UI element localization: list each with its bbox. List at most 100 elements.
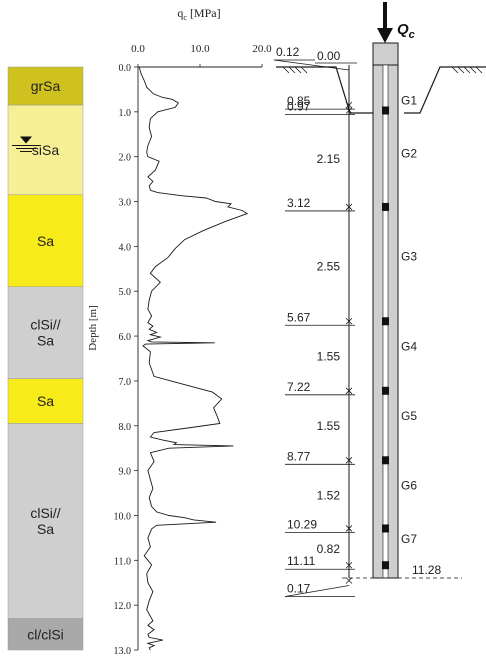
y-tick-label: 4.0 [119, 242, 132, 253]
gauge-label: G4 [401, 339, 417, 353]
dimension-tick [345, 525, 353, 532]
x-axis-label-sub: c [183, 13, 187, 22]
load-arrow [377, 2, 393, 43]
gauge-label: G1 [401, 94, 417, 108]
depth-label: 10.29 [287, 517, 317, 531]
dimension-tick [345, 561, 353, 569]
x-axis-label-unit: [MPa] [187, 6, 221, 20]
head-level-label: 0.00 [317, 49, 341, 63]
y-tick-label: 3.0 [119, 198, 132, 209]
y-tick-label: 9.0 [119, 467, 132, 478]
depth-label: 0.97 [287, 100, 311, 114]
depth-label: 0.12 [276, 45, 300, 59]
segment-length-labels: 2.15 2.55 1.55 1.55 1.52 0.82 [317, 152, 341, 556]
soil-layer [7, 618, 84, 651]
y-tick-label: 2.0 [119, 153, 132, 164]
y-tick-label: 7.0 [119, 377, 132, 388]
pile-cap [372, 42, 399, 66]
depth-label: 3.12 [287, 196, 311, 210]
dimension-tick [345, 107, 353, 114]
y-tick-label: 5.0 [119, 287, 132, 298]
segment-length-label: 2.15 [317, 152, 341, 166]
soil-layer [7, 423, 84, 619]
segment-length-label: 1.52 [317, 488, 341, 502]
dimension-tick [345, 317, 353, 325]
dimension-tick [345, 101, 353, 109]
soil-layer [7, 286, 84, 379]
soil-layer [7, 194, 84, 287]
soil-layer-label: Sa [37, 333, 54, 349]
depth-label: 11.11 [287, 554, 316, 568]
soil-layer [7, 104, 84, 196]
segment-length-label: 1.55 [317, 349, 341, 363]
x-axis-label: qc [MPa] [177, 6, 220, 22]
gauge-labels: G1 G2 G3 G4 G5 G6 G7 [401, 94, 417, 547]
segment-length-label: 0.82 [317, 542, 341, 556]
gauge-label: G5 [401, 409, 417, 423]
gauge-marks [382, 106, 389, 570]
water-table-icon [20, 136, 32, 144]
dimension-tick [345, 387, 353, 395]
soil-layer-label: cl/clSi [27, 626, 64, 642]
x-tick-label: 0.0 [131, 43, 145, 55]
gauge-label: G7 [401, 532, 417, 546]
depth-leader [284, 585, 350, 597]
load-label-main: Q [397, 21, 409, 38]
depth-label: 0.85 [287, 94, 311, 108]
depth-label: 7.22 [287, 380, 311, 394]
ground-hatch-right [451, 66, 483, 74]
strain-gauge [382, 456, 389, 465]
depth-label: 8.77 [287, 449, 311, 463]
y-tick-label: 12.0 [114, 601, 132, 612]
y-tick-label: 8.0 [119, 422, 132, 433]
y-tick-label: 10.0 [114, 511, 132, 522]
strain-gauge [382, 386, 389, 395]
soil-layer-label: siSa [32, 142, 59, 158]
gauge-label: G6 [401, 478, 417, 492]
strain-gauge [382, 317, 389, 326]
y-tick-label: 11.0 [114, 556, 131, 567]
soil-layer-label: clSi// [30, 317, 60, 333]
y-axis-label: Depth [m] [87, 305, 99, 351]
soil-layer-label: clSi// [30, 505, 60, 521]
x-tick-label: 20.0 [252, 43, 272, 55]
y-tick-label: 13.0 [114, 646, 132, 656]
strain-gauge [382, 561, 389, 570]
x-tick-label: 10.0 [190, 43, 210, 55]
ground-hatch-left [282, 66, 308, 74]
depth-label: 0.17 [287, 581, 311, 595]
cpt-chart: qc [MPa] Depth [m] 0.0 10.0 20.0 0.0 1.0 2.0 3… [87, 6, 272, 656]
y-tick-label: 1.0 [119, 108, 132, 119]
depth-label: 5.67 [287, 310, 311, 324]
soil-layer-label: grSa [31, 78, 61, 94]
dimension-tick [345, 203, 353, 211]
strain-gauge [382, 106, 389, 115]
segment-length-label: 1.55 [317, 419, 341, 433]
strain-gauge [382, 524, 389, 533]
pile-schematic: Qc 0.00 0.12 0.850.97 3.12 5.67 7.22 8.77 10.2… [273, 2, 486, 597]
ground-surface-right [404, 66, 486, 114]
cpt-qc-curve [138, 66, 249, 651]
load-label-sub: c [409, 29, 415, 41]
segment-length-label: 2.55 [317, 260, 341, 274]
y-tick-label: 0.0 [119, 63, 132, 74]
gauge-label: G2 [401, 146, 417, 160]
soil-layer-label: Sa [37, 393, 54, 409]
cpt-axes: 0.0 10.0 20.0 0.0 1.0 2.0 3.0 4.0 5.0 6.0 7.0 8.0 9.… [114, 43, 273, 656]
y-tick-label: 6.0 [119, 332, 132, 343]
depth-leader [273, 59, 350, 71]
cumulative-depth-markers: 0.120.850.973.125.677.228.7710.2911.110.… [273, 45, 355, 597]
x-axis-label-main: q [177, 6, 183, 20]
strain-gauge [382, 202, 389, 211]
soil-layer-label: Sa [37, 233, 54, 249]
dimension-tick [345, 577, 353, 584]
gauge-label: G3 [401, 250, 417, 264]
soil-layer-label: Sa [37, 521, 54, 537]
ground-surface-left [276, 66, 386, 114]
toe-label: 11.28 [412, 563, 441, 577]
soil-layer [7, 66, 84, 106]
soil-layer [7, 378, 84, 424]
dimension-tick [345, 457, 353, 464]
